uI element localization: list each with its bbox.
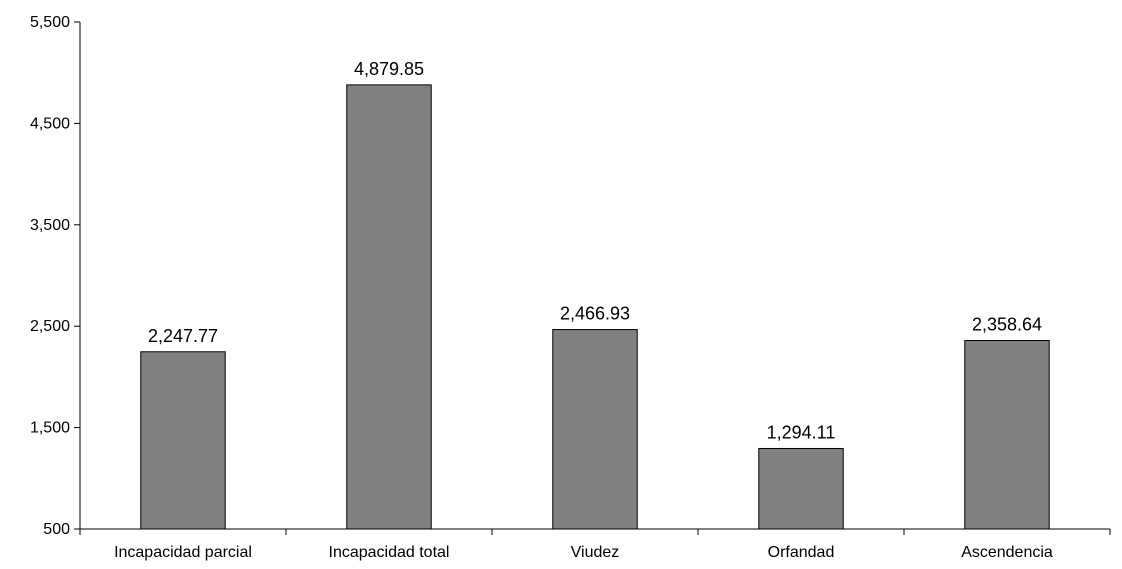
y-tick-label: 3,500 bbox=[30, 217, 70, 234]
bar-ascendencia bbox=[964, 340, 1050, 530]
y-tick-label: 2,500 bbox=[30, 318, 70, 335]
bar-incapacidad-parcial bbox=[140, 351, 226, 530]
bar-orfandad bbox=[758, 447, 844, 530]
bar-viudez bbox=[552, 329, 638, 530]
data-label: 2,247.77 bbox=[148, 326, 218, 346]
data-labels: 2,247.77 4,879.85 2,466.93 1,294.11 2,358.64 bbox=[148, 59, 1042, 443]
data-label: 4,879.85 bbox=[354, 59, 424, 79]
bar-incapacidad-total bbox=[346, 84, 432, 530]
y-tick-label: 1,500 bbox=[30, 420, 70, 437]
data-label: 2,358.64 bbox=[972, 315, 1042, 335]
x-category-label: Incapacidad parcial bbox=[114, 544, 252, 561]
data-label: 2,466.93 bbox=[560, 304, 630, 324]
bars bbox=[140, 84, 1050, 530]
x-axis: Incapacidad parcial Incapacidad total Viud… bbox=[79, 528, 1111, 561]
y-tick-label: 4,500 bbox=[30, 115, 70, 132]
data-label: 1,294.11 bbox=[767, 422, 836, 442]
x-category-label: Orfandad bbox=[768, 544, 835, 561]
y-tick-label: 500 bbox=[43, 521, 70, 538]
x-category-label: Viudez bbox=[571, 544, 620, 561]
y-axis: 500 1,500 2,500 3,500 4,500 5,500 bbox=[30, 14, 81, 538]
x-category-label: Incapacidad total bbox=[329, 544, 450, 561]
y-tick-label: 5,500 bbox=[30, 14, 70, 31]
x-category-label: Ascendencia bbox=[961, 544, 1053, 561]
